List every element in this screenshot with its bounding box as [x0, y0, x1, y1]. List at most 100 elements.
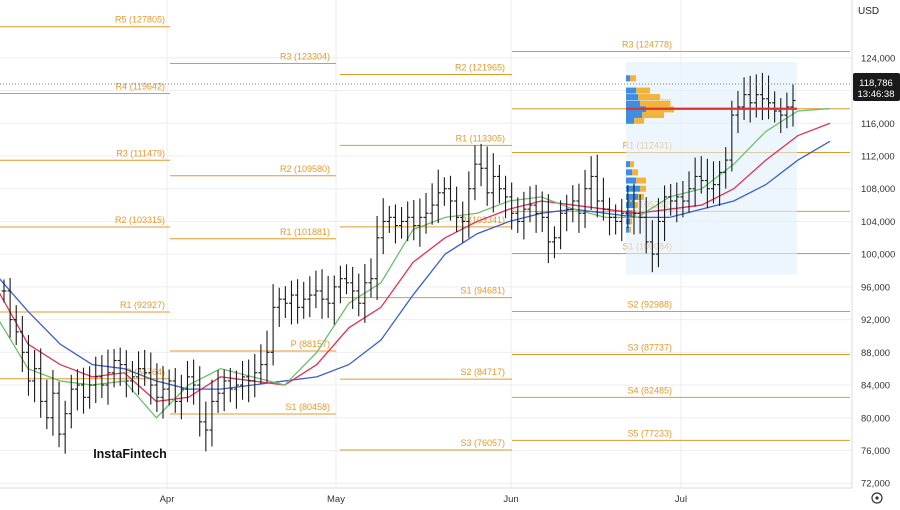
profile-bar-a — [626, 177, 636, 184]
ohlc-bar — [276, 287, 282, 327]
ohlc-bar — [600, 177, 606, 221]
ohlc-bar — [380, 198, 386, 255]
ema-mid-line — [0, 122, 831, 403]
pivot-label: S4 (82485) — [627, 385, 672, 395]
ohlc-bar — [270, 284, 276, 366]
ohlc-bar — [417, 198, 423, 247]
ohlc-bar — [105, 349, 111, 405]
profile-bar-b — [634, 202, 638, 209]
ohlc-bar — [68, 374, 74, 429]
ohlc-bar — [460, 201, 466, 243]
profile-bar-a — [626, 226, 629, 233]
profile-bar-b — [638, 193, 644, 200]
ohlc-bar — [472, 145, 478, 201]
pivot-label: R2 (109580) — [280, 164, 330, 174]
price-tick-label: 96,000 — [861, 282, 890, 293]
ohlc-bar — [374, 216, 380, 300]
pivot-label: S3 (76057) — [460, 438, 505, 448]
price-tick-label: 104,000 — [861, 217, 895, 228]
ohlc-bar — [160, 365, 166, 419]
profile-bar-a — [626, 193, 638, 200]
ohlc-bar — [576, 183, 582, 233]
ohlc-bar — [172, 368, 178, 413]
pivot-label: S1 (80458) — [285, 402, 330, 412]
logo-text: InstaFintech — [93, 447, 167, 461]
ohlc-bar — [637, 194, 643, 234]
month-label: Apr — [160, 494, 175, 505]
ohlc-bar — [13, 305, 19, 345]
ohlc-bar — [344, 264, 350, 295]
price-tick-label: 80,000 — [861, 413, 890, 424]
ohlc-bar — [674, 182, 680, 223]
ohlc-bar — [368, 258, 374, 298]
ohlc-bar — [607, 197, 613, 236]
ohlc-bar — [62, 400, 68, 454]
ohlc-bar — [772, 91, 778, 123]
ohlc-bar — [447, 175, 453, 221]
ohlc-bar — [178, 374, 184, 420]
pivot-label: R1 (113305) — [456, 133, 505, 143]
ohlc-bar — [729, 100, 735, 172]
ohlc-bar — [32, 349, 38, 403]
settings-gear-icon[interactable] — [869, 490, 885, 506]
ohlc-bar — [117, 347, 123, 386]
ema-lines — [0, 107, 831, 419]
profile-bar-a — [626, 161, 630, 168]
time-axis[interactable]: Apr May Jun Jul — [0, 487, 852, 505]
ohlc-bar — [503, 175, 509, 219]
profile-bar-b — [642, 112, 664, 119]
pivot-label: R2 (103315) — [115, 215, 165, 225]
ohlc-bar — [735, 91, 741, 134]
currency-selector[interactable]: USD — [852, 2, 892, 20]
ohlc-bar — [142, 349, 148, 386]
ohlc-bar — [399, 207, 405, 239]
ohlc-bar — [784, 92, 790, 129]
pivot-label: R5 (127805) — [115, 15, 165, 25]
ohlc-bar — [233, 370, 239, 409]
ohlc-bar — [282, 286, 288, 318]
ema-fast-line — [0, 107, 831, 419]
ohlc-bar — [258, 344, 264, 385]
ohlc-bar — [411, 200, 417, 241]
ohlc-bar — [99, 355, 105, 399]
brand-logo: InstaFintech — [93, 432, 167, 476]
ohlc-bar — [539, 191, 545, 233]
ohlc-bar — [759, 72, 765, 121]
ohlc-bar — [405, 201, 411, 242]
ema-slow-line — [0, 140, 831, 390]
pivot-label: P (88157) — [291, 339, 330, 349]
ohlc-bar — [686, 171, 692, 213]
profile-bar-a — [626, 185, 640, 192]
ohlc-bar — [191, 359, 197, 405]
ohlc-bar — [50, 369, 56, 436]
ohlc-bar — [203, 401, 209, 452]
price-tick-label: 100,000 — [861, 250, 895, 261]
pivot-label: S1 (94681) — [460, 286, 505, 296]
profile-bar-a — [626, 210, 632, 217]
candles — [1, 72, 796, 454]
price-tick-label: 84,000 — [861, 381, 890, 392]
ohlc-bar — [215, 369, 221, 413]
ohlc-bar — [710, 161, 716, 204]
ohlc-bar — [44, 379, 50, 430]
currency-label: USD — [858, 5, 880, 17]
month-label: Jul — [675, 494, 687, 505]
ohlc-bar — [717, 160, 723, 206]
ohlc-bar — [93, 356, 99, 404]
month-label: May — [327, 494, 345, 505]
ohlc-bar — [313, 270, 319, 309]
price-tick-label: 76,000 — [861, 446, 890, 457]
ohlc-bar — [423, 192, 429, 234]
profile-bar-b — [640, 185, 646, 192]
profile-bar-a — [626, 169, 632, 176]
pivot-label: R1 (101881) — [280, 227, 330, 237]
ohlc-bar — [625, 185, 631, 228]
ohlc-bar — [741, 77, 747, 121]
ohlc-bar — [184, 360, 190, 403]
pivot-label: S2 (84717) — [460, 367, 505, 377]
ohlc-bar — [221, 369, 227, 412]
profile-bar-a — [626, 112, 642, 119]
ohlc-bar — [1, 279, 7, 303]
price-tick-label: 112,000 — [861, 152, 895, 163]
